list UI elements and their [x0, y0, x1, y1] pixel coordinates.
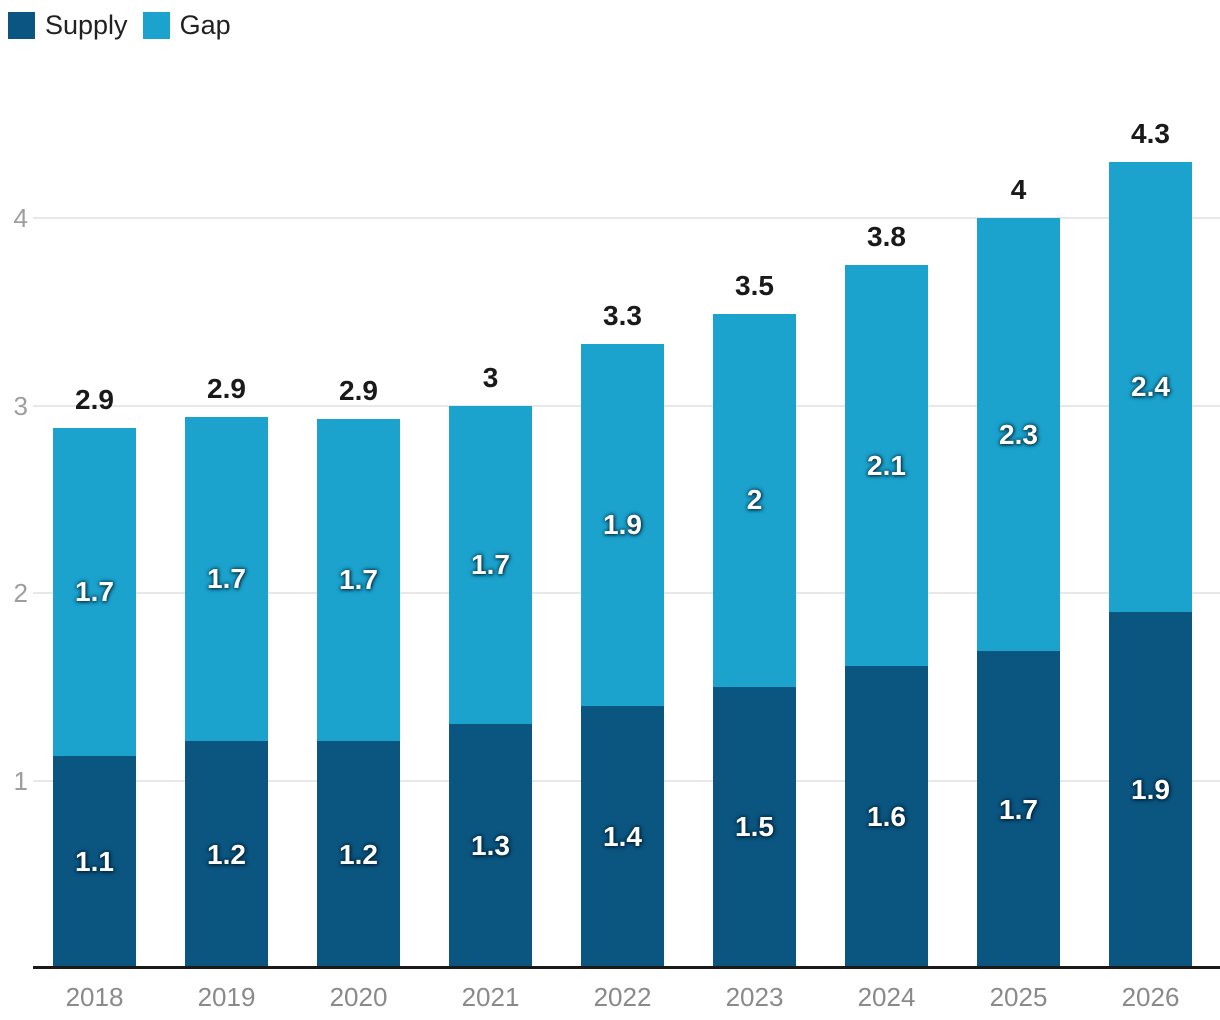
bar-segment-supply-2021[interactable]: 1.3	[449, 724, 532, 968]
bar-segment-supply-2022[interactable]: 1.4	[581, 705, 664, 968]
y-axis-label-4: 4	[13, 203, 28, 233]
supply-swatch-icon	[8, 12, 35, 39]
bar-segment-gap-2023[interactable]: 2	[713, 313, 796, 687]
x-axis-label-2020: 2020	[329, 982, 388, 1012]
gap-value-label-2025: 2.3	[999, 418, 1038, 450]
x-axis-label-2018: 2018	[65, 982, 124, 1012]
supply-value-label-2023: 1.5	[735, 811, 774, 843]
gap-value-label-2019: 1.7	[207, 562, 246, 594]
bar-segment-gap-2025[interactable]: 2.3	[977, 218, 1060, 652]
bar-segment-supply-2025[interactable]: 1.7	[977, 651, 1060, 968]
legend-item-gap[interactable]: Gap	[142, 10, 231, 40]
bar-segment-gap-2020[interactable]: 1.7	[317, 418, 400, 742]
gap-value-label-2021: 1.7	[471, 548, 510, 580]
bar-segment-supply-2018[interactable]: 1.1	[53, 756, 136, 968]
gap-value-label-2023: 2	[746, 484, 763, 516]
gap-value-label-2018: 1.7	[75, 576, 114, 608]
bar-segment-supply-2026[interactable]: 1.9	[1109, 611, 1192, 968]
supply-value-label-2019: 1.2	[207, 838, 246, 870]
bar-segment-supply-2024[interactable]: 1.6	[845, 666, 928, 968]
total-label-2024: 3.8	[867, 220, 906, 252]
total-label-2018: 2.9	[75, 384, 114, 415]
bar-segment-gap-2021[interactable]: 1.7	[449, 405, 532, 725]
chart-legend: Supply Gap	[8, 12, 231, 39]
supply-value-label-2020: 1.2	[339, 838, 378, 870]
total-label-2019: 2.9	[207, 372, 246, 404]
y-axis-label-3: 3	[13, 390, 28, 421]
supply-value-label-2026: 1.9	[1131, 773, 1170, 805]
x-axis-label-2022: 2022	[593, 982, 652, 1012]
bar-segment-gap-2024[interactable]: 2.1	[845, 264, 928, 667]
bar-segment-gap-2019[interactable]: 1.7	[185, 416, 268, 742]
x-axis-label-2023: 2023	[725, 982, 784, 1012]
total-label-2020: 2.9	[339, 374, 378, 406]
x-axis-line	[33, 966, 1220, 969]
y-axis-label-2: 2	[13, 578, 28, 608]
bar-segment-supply-2019[interactable]: 1.2	[185, 741, 268, 968]
gap-value-label-2022: 1.9	[603, 508, 642, 540]
x-axis-label-2026: 2026	[1121, 982, 1180, 1012]
total-label-2023: 3.5	[735, 269, 774, 301]
bar-segment-gap-2022[interactable]: 1.9	[581, 343, 664, 706]
gap-value-label-2020: 1.7	[339, 563, 378, 595]
x-axis-label-2021: 2021	[461, 982, 520, 1012]
gap-value-label-2026: 2.4	[1131, 370, 1170, 402]
total-label-2022: 3.3	[603, 299, 642, 331]
bar-segment-gap-2018[interactable]: 1.7	[53, 428, 136, 757]
y-axis-label-1: 1	[13, 765, 28, 796]
legend-label-supply: Supply	[45, 10, 128, 40]
supply-value-label-2018: 1.1	[75, 846, 114, 878]
total-label-2026: 4.3	[1131, 117, 1170, 149]
supply-value-label-2025: 1.7	[999, 793, 1038, 825]
gridline-y-4	[33, 217, 1220, 219]
legend-item-supply[interactable]: Supply	[8, 12, 128, 39]
bar-segment-supply-2023[interactable]: 1.5	[713, 686, 796, 968]
supply-value-label-2024: 1.6	[867, 801, 906, 833]
gap-swatch-icon	[142, 12, 170, 39]
bar-segment-gap-2026[interactable]: 2.4	[1109, 161, 1192, 612]
x-axis-label-2024: 2024	[857, 982, 916, 1012]
bar-segment-supply-2020[interactable]: 1.2	[317, 741, 400, 968]
total-label-2025: 4	[1010, 174, 1027, 205]
gap-value-label-2024: 2.1	[867, 449, 906, 481]
total-label-2021: 3	[482, 361, 499, 393]
legend-label-gap: Gap	[179, 10, 231, 40]
supply-value-label-2022: 1.4	[603, 820, 642, 852]
x-axis-label-2025: 2025	[989, 982, 1048, 1012]
x-axis-label-2019: 2019	[197, 982, 256, 1012]
supply-value-label-2021: 1.3	[471, 830, 510, 862]
